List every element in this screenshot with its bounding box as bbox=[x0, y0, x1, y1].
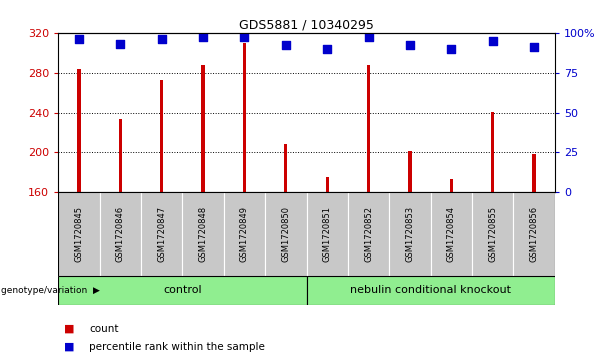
Bar bbox=[306, 192, 348, 276]
Bar bbox=[472, 192, 513, 276]
Text: ■: ■ bbox=[64, 342, 75, 352]
Point bbox=[405, 42, 415, 48]
Point bbox=[115, 41, 125, 47]
Bar bbox=[348, 192, 389, 276]
Text: GSM1720849: GSM1720849 bbox=[240, 206, 249, 262]
Point bbox=[529, 44, 539, 50]
Point bbox=[157, 36, 167, 42]
Text: GSM1720855: GSM1720855 bbox=[488, 206, 497, 262]
Bar bbox=[389, 192, 430, 276]
Bar bbox=[430, 192, 472, 276]
Point bbox=[74, 36, 84, 42]
Bar bbox=[284, 144, 287, 192]
Bar bbox=[224, 192, 265, 276]
Point bbox=[446, 46, 456, 52]
Text: ■: ■ bbox=[64, 323, 75, 334]
Point bbox=[322, 46, 332, 52]
Bar bbox=[367, 65, 370, 192]
Bar bbox=[99, 192, 141, 276]
Bar bbox=[306, 276, 555, 305]
Bar bbox=[514, 192, 555, 276]
Text: GSM1720853: GSM1720853 bbox=[405, 206, 414, 262]
Text: control: control bbox=[163, 285, 202, 295]
Text: genotype/variation  ▶: genotype/variation ▶ bbox=[1, 286, 100, 295]
Title: GDS5881 / 10340295: GDS5881 / 10340295 bbox=[239, 19, 374, 32]
Bar bbox=[77, 69, 80, 192]
Text: GSM1720851: GSM1720851 bbox=[322, 206, 332, 262]
Bar bbox=[202, 65, 205, 192]
Bar bbox=[119, 118, 122, 192]
Point bbox=[281, 42, 291, 48]
Text: GSM1720845: GSM1720845 bbox=[74, 206, 83, 262]
Bar bbox=[58, 192, 99, 276]
Point bbox=[240, 34, 249, 40]
Text: GSM1720848: GSM1720848 bbox=[199, 206, 208, 262]
Point bbox=[488, 38, 498, 44]
Text: GSM1720856: GSM1720856 bbox=[530, 206, 539, 262]
Bar bbox=[408, 151, 411, 192]
Bar bbox=[326, 178, 329, 192]
Bar bbox=[160, 79, 163, 192]
Bar bbox=[450, 179, 453, 192]
Bar bbox=[491, 111, 494, 192]
Bar bbox=[533, 154, 536, 192]
Text: GSM1720850: GSM1720850 bbox=[281, 206, 291, 262]
Point bbox=[198, 34, 208, 40]
Text: count: count bbox=[89, 323, 118, 334]
Bar bbox=[265, 192, 306, 276]
Bar bbox=[58, 276, 306, 305]
Text: nebulin conditional knockout: nebulin conditional knockout bbox=[350, 285, 511, 295]
Point bbox=[364, 34, 373, 40]
Text: GSM1720854: GSM1720854 bbox=[447, 206, 456, 262]
Bar bbox=[141, 192, 183, 276]
Bar bbox=[183, 192, 224, 276]
Bar bbox=[243, 42, 246, 192]
Text: percentile rank within the sample: percentile rank within the sample bbox=[89, 342, 265, 352]
Text: GSM1720846: GSM1720846 bbox=[116, 206, 125, 262]
Text: GSM1720847: GSM1720847 bbox=[157, 206, 166, 262]
Text: GSM1720852: GSM1720852 bbox=[364, 206, 373, 262]
